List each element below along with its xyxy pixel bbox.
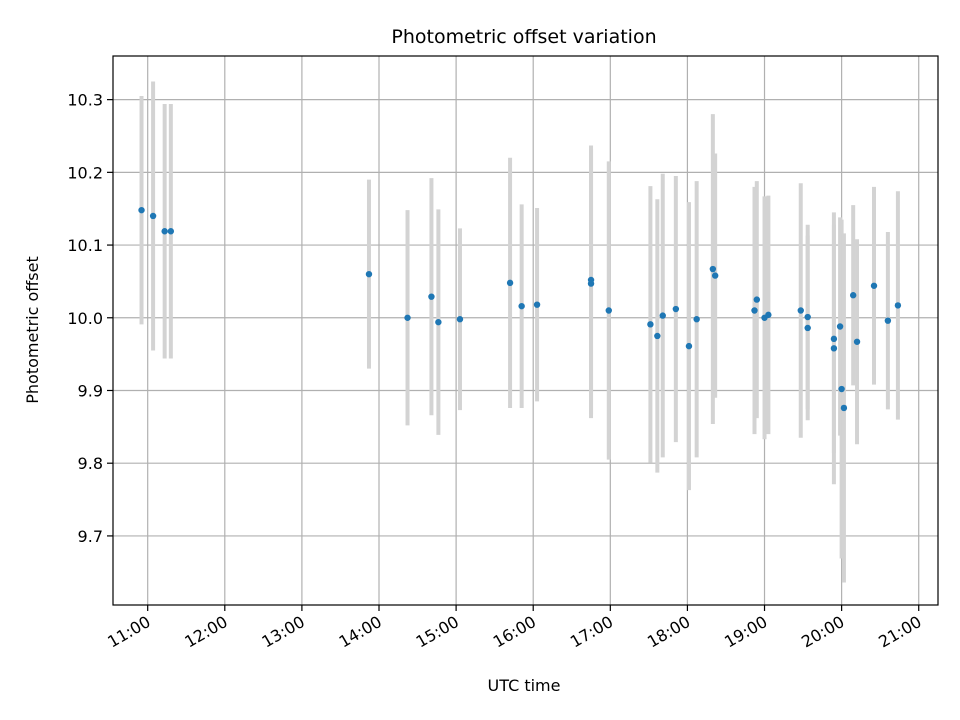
data-point <box>765 311 772 319</box>
data-point <box>167 228 175 235</box>
data-point <box>797 307 804 314</box>
data-point <box>884 317 892 324</box>
data-point <box>711 272 719 279</box>
y-tick-label: 10.0 <box>67 309 103 328</box>
point-layer <box>138 206 902 412</box>
data-point <box>853 338 861 345</box>
data-point <box>838 385 845 393</box>
data-point <box>894 302 902 309</box>
data-point <box>365 270 373 278</box>
data-point <box>830 335 838 343</box>
data-point <box>849 292 857 299</box>
data-point <box>587 280 595 287</box>
data-point <box>840 404 848 412</box>
y-tick-label: 10.1 <box>67 236 103 255</box>
y-tick-label: 9.9 <box>78 381 103 400</box>
data-point <box>751 307 758 314</box>
y-tick-label: 9.8 <box>78 454 103 473</box>
data-point <box>709 265 717 273</box>
plot-frame <box>112 55 939 606</box>
data-point <box>647 321 654 328</box>
data-point <box>456 316 464 323</box>
data-point <box>753 296 761 303</box>
x-axis-label: UTC time <box>488 676 561 695</box>
data-point <box>804 324 811 332</box>
data-point <box>654 332 661 340</box>
data-point <box>659 312 666 319</box>
data-point <box>404 314 411 321</box>
y-tick-label: 10.2 <box>67 163 103 182</box>
data-point <box>830 345 838 352</box>
data-point <box>533 301 541 308</box>
data-point <box>804 313 811 321</box>
data-point <box>506 279 514 287</box>
chart-title: Photometric offset variation <box>391 26 656 48</box>
data-point <box>672 305 680 313</box>
y-tick-label: 9.7 <box>78 527 103 546</box>
data-point <box>149 212 157 220</box>
y-axis-label: Photometric offset <box>23 256 42 404</box>
data-point <box>161 228 168 235</box>
data-point <box>685 342 693 350</box>
data-point <box>836 323 844 330</box>
data-point <box>870 282 878 289</box>
data-point <box>435 318 442 326</box>
y-tick-label: 10.3 <box>67 91 103 110</box>
data-point <box>693 316 700 323</box>
data-point <box>605 307 612 314</box>
data-point <box>428 293 435 300</box>
data-point <box>518 302 525 310</box>
data-point <box>138 206 145 214</box>
